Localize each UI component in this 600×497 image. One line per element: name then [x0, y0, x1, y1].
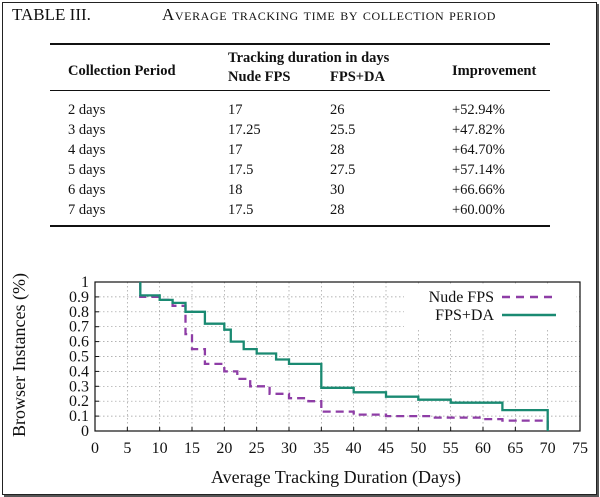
y-tick-label: 0.5	[69, 349, 89, 366]
table-cell-improvement: +47.82%	[452, 122, 505, 138]
table-cell-improvement: +66.66%	[452, 182, 505, 198]
table-cell-nude-fps: 17.25	[228, 122, 261, 138]
table-cell-fps-da: 25.5	[330, 122, 356, 138]
y-tick-label: 0.1	[69, 408, 89, 425]
table-cell-improvement: +60.00%	[452, 202, 505, 218]
table-cell-period: 3 days	[68, 122, 106, 138]
x-tick-label: 10	[152, 440, 168, 457]
table-cell-period: 7 days	[68, 202, 106, 218]
legend-box	[404, 284, 576, 328]
y-tick-label: 0.6	[69, 334, 89, 351]
y-tick-label: 0.2	[69, 393, 89, 410]
header-improvement: Improvement	[452, 63, 537, 79]
table-cell-nude-fps: 17.5	[228, 162, 254, 178]
x-tick-label: 70	[540, 440, 556, 457]
table-cell-fps-da: 30	[330, 182, 345, 198]
chart-ticks: 0 5 10 15 20 25 30 35 40 45 50 55 60 65 70 75 00.10.20.3…	[69, 274, 588, 457]
y-tick-label: 0	[81, 423, 89, 440]
x-tick-label: 15	[184, 440, 200, 457]
x-tick-label: 20	[216, 440, 232, 457]
x-tick-label: 50	[410, 440, 426, 457]
header-collection-period: Collection Period	[68, 63, 176, 79]
y-tick-label: 0.7	[69, 319, 89, 336]
series-line-fps-da	[139, 282, 549, 431]
y-tick-label: 0.3	[69, 378, 89, 395]
series-line-nude-fps	[139, 282, 549, 431]
x-tick-label: 5	[123, 440, 131, 457]
y-tick-label: 0.9	[69, 289, 89, 306]
y-tick-label: 0.4	[69, 363, 89, 380]
table-cell-period: 6 days	[68, 182, 106, 198]
table-cell-period: 4 days	[68, 142, 106, 158]
table-cell-fps-da: 27.5	[330, 162, 356, 178]
table-top-rule	[50, 43, 550, 45]
table-cell-improvement: +64.70%	[452, 142, 505, 158]
x-tick-label: 65	[507, 440, 523, 457]
header-fps-da: FPS+DA	[330, 69, 385, 85]
table-cell-fps-da: 26	[330, 102, 345, 118]
legend-label-fps-da: FPS+DA	[435, 307, 494, 324]
x-tick-label: 45	[378, 440, 394, 457]
table-cell-nude-fps: 17.5	[228, 202, 254, 218]
x-tick-label: 60	[475, 440, 491, 457]
header-tracking-duration: Tracking duration in days	[228, 50, 390, 66]
y-tick-label: 0.8	[69, 304, 89, 321]
legend-label-nude-fps: Nude FPS	[429, 289, 494, 306]
header-nude-fps: Nude FPS	[228, 69, 291, 85]
y-tick-label: 1	[81, 274, 89, 291]
x-tick-label: 25	[249, 440, 265, 457]
x-tick-label: 35	[313, 440, 329, 457]
table-cell-fps-da: 28	[330, 202, 345, 218]
chart-series	[139, 282, 549, 431]
x-tick-label: 30	[281, 440, 297, 457]
table-title: Average tracking time by collection peri…	[162, 5, 497, 24]
table-caption: TABLE III. Average tracking time by coll…	[12, 5, 590, 29]
table-label: TABLE III.	[12, 5, 91, 24]
table-cell-improvement: +57.14%	[452, 162, 505, 178]
table-cell-period: 5 days	[68, 162, 106, 178]
table-cell-period: 2 days	[68, 102, 106, 118]
chart-legend: Nude FPS FPS+DA	[404, 284, 576, 328]
table-cell-fps-da: 28	[330, 142, 345, 158]
table-cell-nude-fps: 17	[228, 102, 243, 118]
table-header-rule	[50, 90, 550, 91]
x-tick-label: 0	[91, 440, 99, 457]
table-bottom-rule	[50, 225, 550, 227]
x-tick-label: 55	[443, 440, 459, 457]
y-axis-label: Browser Instances (%)	[9, 273, 30, 437]
x-tick-label: 75	[572, 440, 588, 457]
x-tick-label: 40	[346, 440, 362, 457]
x-axis-label: Average Tracking Duration (Days)	[211, 467, 461, 488]
table-cell-nude-fps: 17	[228, 142, 243, 158]
table-cell-improvement: +52.94%	[452, 102, 505, 118]
table-cell-nude-fps: 18	[228, 182, 243, 198]
